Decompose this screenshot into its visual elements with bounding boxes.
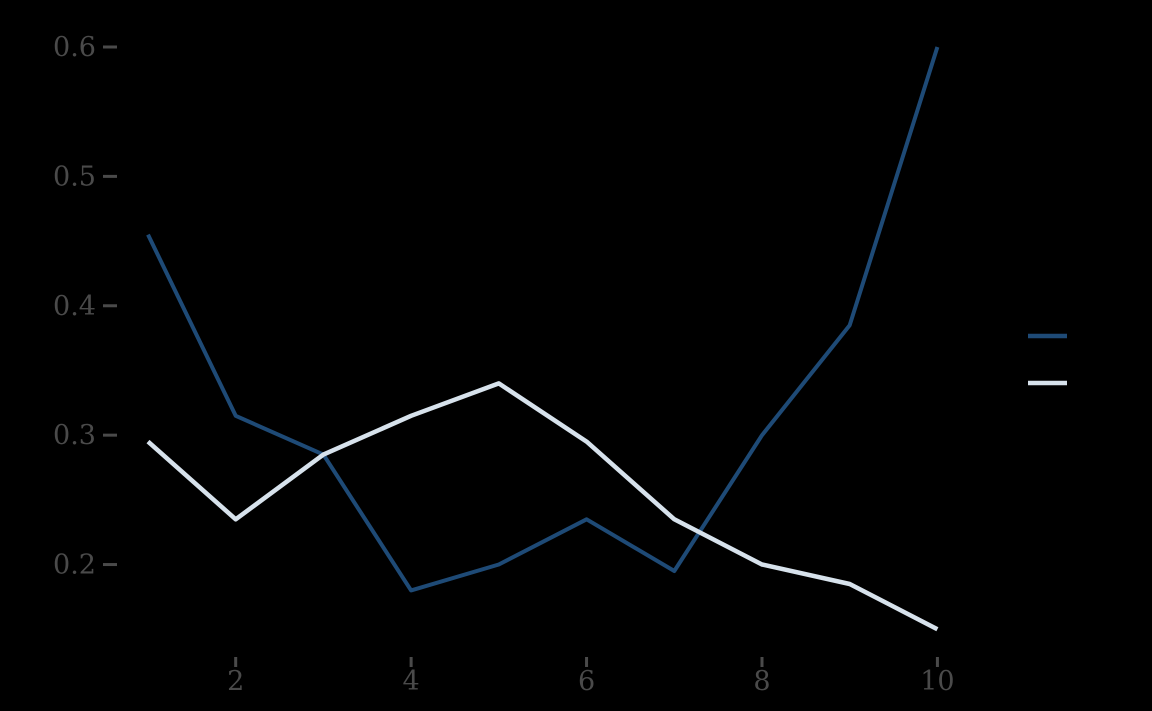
x-tick-label: 4 xyxy=(403,666,420,697)
y-tick-label: 0.5 xyxy=(53,161,96,192)
x-tick-label: 6 xyxy=(578,666,595,697)
x-tick-label: 8 xyxy=(753,666,770,697)
y-tick-label: 0.3 xyxy=(53,420,96,451)
y-tick-label: 0.2 xyxy=(53,550,96,581)
x-tick-label: 2 xyxy=(227,666,244,697)
series-1-line xyxy=(146,46,940,593)
y-tick-label: 0.6 xyxy=(53,32,96,63)
x-tick-label: 10 xyxy=(920,666,954,697)
y-tick-label: 0.4 xyxy=(53,291,96,322)
series-2-line xyxy=(146,381,939,632)
